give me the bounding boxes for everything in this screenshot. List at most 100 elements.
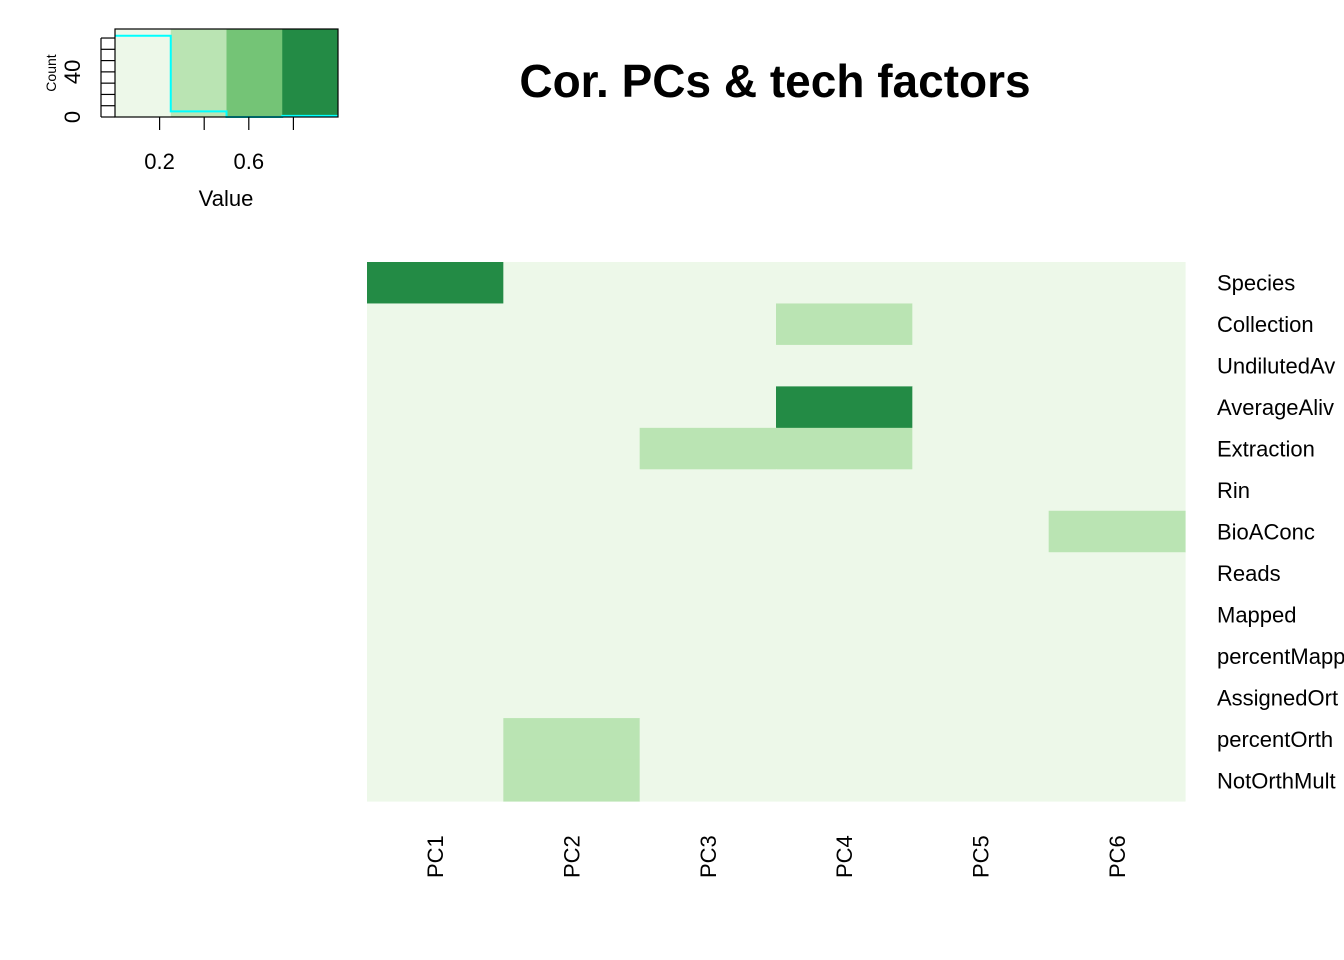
heatmap-cell [503, 262, 641, 305]
heatmap-cell [912, 718, 1050, 761]
heatmap-cell [1048, 552, 1186, 595]
heatmap-cell [639, 552, 777, 595]
heatmap-cell [776, 427, 913, 470]
heatmap-cell [367, 262, 504, 305]
heatmap-cell [912, 510, 1050, 553]
row-label: NotOrthMult [1217, 768, 1336, 793]
heatmap-cell [1048, 427, 1186, 470]
heatmap-cell [776, 469, 913, 512]
row-label: AverageAliv [1217, 395, 1334, 420]
heatmap-cell [776, 593, 913, 636]
color-key-swatch [115, 29, 172, 117]
column-label: PC2 [560, 835, 585, 878]
heatmap-cell [912, 593, 1050, 636]
heatmap-cell [367, 386, 504, 429]
heatmap-cell [776, 262, 913, 305]
heatmap-cell [1048, 303, 1186, 346]
row-label: percentOrth [1217, 727, 1333, 752]
row-label: Mapped [1217, 602, 1297, 627]
heatmap-cell [639, 635, 777, 678]
heatmap-cell [1048, 344, 1186, 387]
heatmap-cell [503, 635, 641, 678]
heatmap-cell [1048, 635, 1186, 678]
heatmap-cell [1048, 469, 1186, 512]
heatmap-cell [639, 510, 777, 553]
row-label: Species [1217, 271, 1295, 296]
row-label: Collection [1217, 312, 1314, 337]
heatmap-cell [912, 386, 1050, 429]
x-tick-label: 0.6 [234, 149, 265, 174]
column-label: PC4 [832, 835, 857, 878]
heatmap-cell [1048, 386, 1186, 429]
heatmap-cell [776, 635, 913, 678]
heatmap-cell [367, 552, 504, 595]
heatmap-cell [912, 344, 1050, 387]
heatmap-cell [503, 303, 641, 346]
heatmap-cell [1048, 718, 1186, 761]
heatmap-cell [503, 386, 641, 429]
heatmap-cell [503, 676, 641, 719]
heatmap-cell [912, 759, 1050, 802]
heatmap-cell [503, 759, 641, 802]
heatmap-cell [367, 718, 504, 761]
heatmap-cell [367, 469, 504, 512]
y-tick-label: 0 [60, 111, 85, 123]
heatmap-cell [639, 303, 777, 346]
heatmap-cell [639, 676, 777, 719]
row-label: AssignedOrt [1217, 685, 1338, 710]
heatmap-cell [503, 469, 641, 512]
row-label: UndilutedAv [1217, 354, 1335, 379]
heatmap-cell [912, 303, 1050, 346]
column-label: PC5 [969, 835, 994, 878]
heatmap-cell [639, 718, 777, 761]
heatmap-cell [503, 552, 641, 595]
heatmap-cell [1048, 676, 1186, 719]
column-label: PC1 [423, 835, 448, 878]
heatmap: Species Collection UndilutedAv AverageAliv E… [367, 262, 1344, 878]
heatmap-cell [1048, 759, 1186, 802]
row-label: percentMapp [1217, 644, 1344, 669]
heatmap-cell [367, 344, 504, 387]
heatmap-cell [776, 303, 913, 346]
heatmap-cell [912, 676, 1050, 719]
x-axis-title: Value [199, 186, 254, 211]
chart-title: Cor. PCs & tech factors [519, 55, 1030, 107]
color-key-swatch [226, 29, 283, 117]
heatmap-cell [1048, 593, 1186, 636]
heatmap-cell [639, 344, 777, 387]
heatmap-cell [503, 344, 641, 387]
heatmap-cell [912, 635, 1050, 678]
heatmap-cell [776, 676, 913, 719]
row-label: BioAConc [1217, 520, 1315, 545]
heatmap-cell [776, 552, 913, 595]
color-key-swatch [282, 29, 339, 117]
heatmap-cell [367, 676, 504, 719]
heatmap-cell [639, 386, 777, 429]
heatmap-cell [639, 593, 777, 636]
color-key-swatch [170, 29, 227, 117]
heatmap-cell [639, 469, 777, 512]
heatmap-cell [776, 386, 913, 429]
heatmap-cell [503, 718, 641, 761]
heatmap-cell [776, 344, 913, 387]
heatmap-cell [367, 635, 504, 678]
histogram-line [115, 34, 338, 118]
y-axis-title: Count [43, 54, 59, 91]
heatmap-cell [367, 759, 504, 802]
heatmap-cell [503, 593, 641, 636]
heatmap-cell [367, 593, 504, 636]
color-key-border [114, 28, 339, 118]
heatmap-cell [367, 427, 504, 470]
column-label: PC3 [696, 835, 721, 878]
x-tick-label: 0.2 [144, 149, 175, 174]
heatmap-cell [912, 552, 1050, 595]
heatmap-cell [912, 469, 1050, 512]
heatmap-cell [503, 510, 641, 553]
heatmap-cell [776, 759, 913, 802]
heatmap-cell [367, 510, 504, 553]
heatmap-cell [639, 427, 777, 470]
heatmap-cell [912, 427, 1050, 470]
heatmap-cell [912, 262, 1050, 305]
